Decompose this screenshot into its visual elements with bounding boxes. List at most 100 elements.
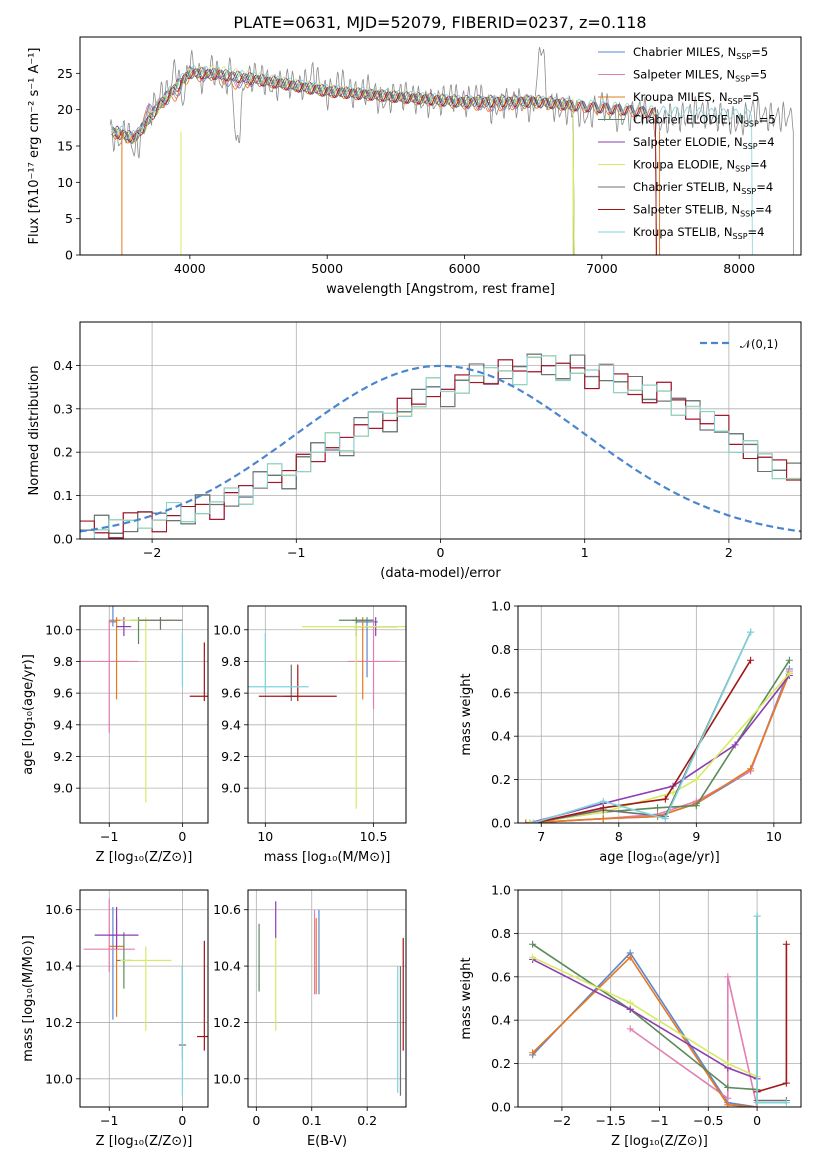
y-tick-label: 10.2	[213, 1015, 241, 1030]
legend-label: Salpeter MILES, NSSP=5	[633, 68, 767, 84]
series-marker	[747, 656, 755, 664]
y-axis-label: mass weight	[459, 673, 474, 755]
panel-mass-vs-ebv: 0 0.1 0.2 10.0 10.2 10.4 10.6 E(B-V)	[213, 889, 407, 1149]
series-marker	[529, 1049, 537, 1057]
normal-curve-line	[80, 364, 801, 533]
series-marker	[530, 819, 538, 823]
legend: Chabrier MILES, NSSP=5 Salpeter MILES, NS…	[598, 45, 776, 241]
y-tick-label: 10.6	[45, 902, 73, 917]
x-tick-label: −0.5	[693, 1113, 723, 1128]
series-marker	[626, 1005, 634, 1013]
x-tick-label: 8	[615, 829, 623, 844]
y-tick-label: 0.4	[491, 729, 511, 744]
y-tick-label: 10	[57, 175, 73, 190]
errorbar-point	[120, 946, 172, 1031]
panel-spectrum: 4000 5000 6000 7000 8000 0 5 10 15 20 25 wavelength…	[27, 36, 802, 297]
legend-label: Kroupa STELIB, NSSP=4	[633, 225, 764, 241]
x-tick-label: 1	[581, 545, 589, 560]
y-tick-label: 0.8	[491, 642, 511, 657]
series-marker	[661, 795, 669, 803]
x-axis-label: (data-model)/error	[380, 566, 501, 581]
x-tick-label: −2	[553, 1113, 571, 1128]
y-tick-label: 0.6	[491, 969, 511, 984]
y-tick-label: 9.2	[53, 749, 73, 764]
series-marker	[692, 776, 700, 784]
series-marker	[724, 1060, 732, 1068]
series-marker	[654, 804, 662, 812]
y-tick-label: 0.0	[491, 816, 511, 831]
series-marker	[626, 999, 634, 1007]
observed-spectrum-line	[109, 47, 794, 255]
y-tick-label: 10.0	[213, 622, 241, 637]
y-axis-label: Flux [fλ10⁻¹⁷ erg cm⁻² s⁻¹ A⁻¹]	[27, 48, 42, 245]
y-axis-label: mass [log₁₀(M/M⊙)]	[21, 935, 36, 1062]
series-line	[532, 956, 758, 1107]
x-tick-label: 0	[178, 1113, 186, 1128]
y-tick-label: 5	[65, 211, 73, 226]
series-line	[756, 916, 787, 1102]
series-marker	[785, 656, 793, 664]
series-line	[533, 659, 752, 823]
series-marker	[724, 1101, 732, 1107]
x-tick-label: −2	[143, 545, 161, 560]
series-marker	[782, 1099, 790, 1107]
legend: 𝒩(0,1)	[700, 337, 778, 351]
model-spectrum-line	[111, 68, 657, 255]
errorbar-point	[197, 940, 208, 1051]
series-marker	[526, 819, 534, 823]
plot-area	[258, 901, 404, 1096]
y-tick-label: 0.0	[53, 532, 73, 547]
errorbar-point	[347, 620, 400, 709]
series-marker	[782, 1079, 790, 1087]
plot-area	[80, 606, 208, 803]
x-tick-label: −1	[100, 829, 118, 844]
legend-label: Salpeter STELIB, NSSP=4	[633, 203, 772, 219]
x-axis-label: Z [log₁₀(Z/Z⊙)]	[96, 850, 193, 865]
y-axis-label: mass weight	[459, 957, 474, 1039]
errorbar-point	[189, 642, 208, 702]
plot-area	[529, 912, 790, 1107]
y-axis-label: Normed distribution	[27, 366, 42, 496]
x-tick-label: 10.5	[360, 829, 388, 844]
series-line	[532, 943, 758, 1091]
y-tick-label: 0.4	[491, 1013, 511, 1028]
errorbar-point	[258, 664, 337, 702]
series-marker	[747, 765, 755, 773]
model-spectrum-line	[111, 68, 657, 255]
y-tick-label: 10.0	[45, 1071, 73, 1086]
series-line	[756, 944, 788, 1093]
y-tick-label: 9.8	[221, 654, 241, 669]
y-tick-label: 9.0	[221, 781, 241, 796]
legend-label: Kroupa ELODIE, NSSP=4	[633, 158, 767, 174]
legend-label: Chabrier STELIB, NSSP=4	[633, 180, 773, 196]
series-marker	[522, 819, 530, 823]
legend-label: Chabrier ELODIE, NSSP=5	[633, 113, 776, 129]
x-tick-label: −1	[650, 1113, 668, 1128]
y-tick-label: 9.6	[221, 686, 241, 701]
errorbar-point	[284, 664, 298, 702]
plot-area	[109, 47, 794, 255]
errorbar-point	[138, 617, 183, 630]
panel-mass-weight-vs-Z: −2 −1.5 −1 −0.5 0 0.0 0.2 0.4 0.6 0.8 1.0 Z [log₁₀(…	[459, 883, 802, 1149]
series-marker	[747, 628, 755, 636]
x-axis-label: wavelength [Angstrom, rest frame]	[326, 282, 555, 297]
model-spectrum-line	[111, 67, 657, 255]
plot-area	[248, 617, 406, 809]
y-tick-label: 0	[65, 248, 73, 263]
y-tick-label: 10.0	[213, 1071, 241, 1086]
x-tick-label: 5000	[311, 261, 343, 276]
series-marker	[599, 804, 607, 812]
series-marker	[753, 912, 761, 920]
x-tick-label: 0	[753, 1113, 761, 1128]
axes-frame	[517, 605, 802, 824]
series-marker	[753, 1099, 761, 1107]
panel-age-vs-Z: −1 0 9.0 9.2 9.4 9.6 9.8 10.0 Z [log₁₀(Z/Z⊙)] age…	[21, 605, 209, 865]
x-tick-label: 0	[178, 829, 186, 844]
model-spectrum-line	[111, 65, 575, 255]
plot-area	[83, 898, 208, 1096]
series-line	[529, 674, 791, 823]
x-tick-label: 10	[257, 829, 273, 844]
x-tick-label: −1	[100, 1113, 118, 1128]
axes-frame	[247, 889, 407, 1108]
panel-residuals: 𝒩(0,1) −2 −1 0 1 2 0.0 0.1 0.2 0.3 0.4 (data-model)…	[27, 321, 802, 581]
